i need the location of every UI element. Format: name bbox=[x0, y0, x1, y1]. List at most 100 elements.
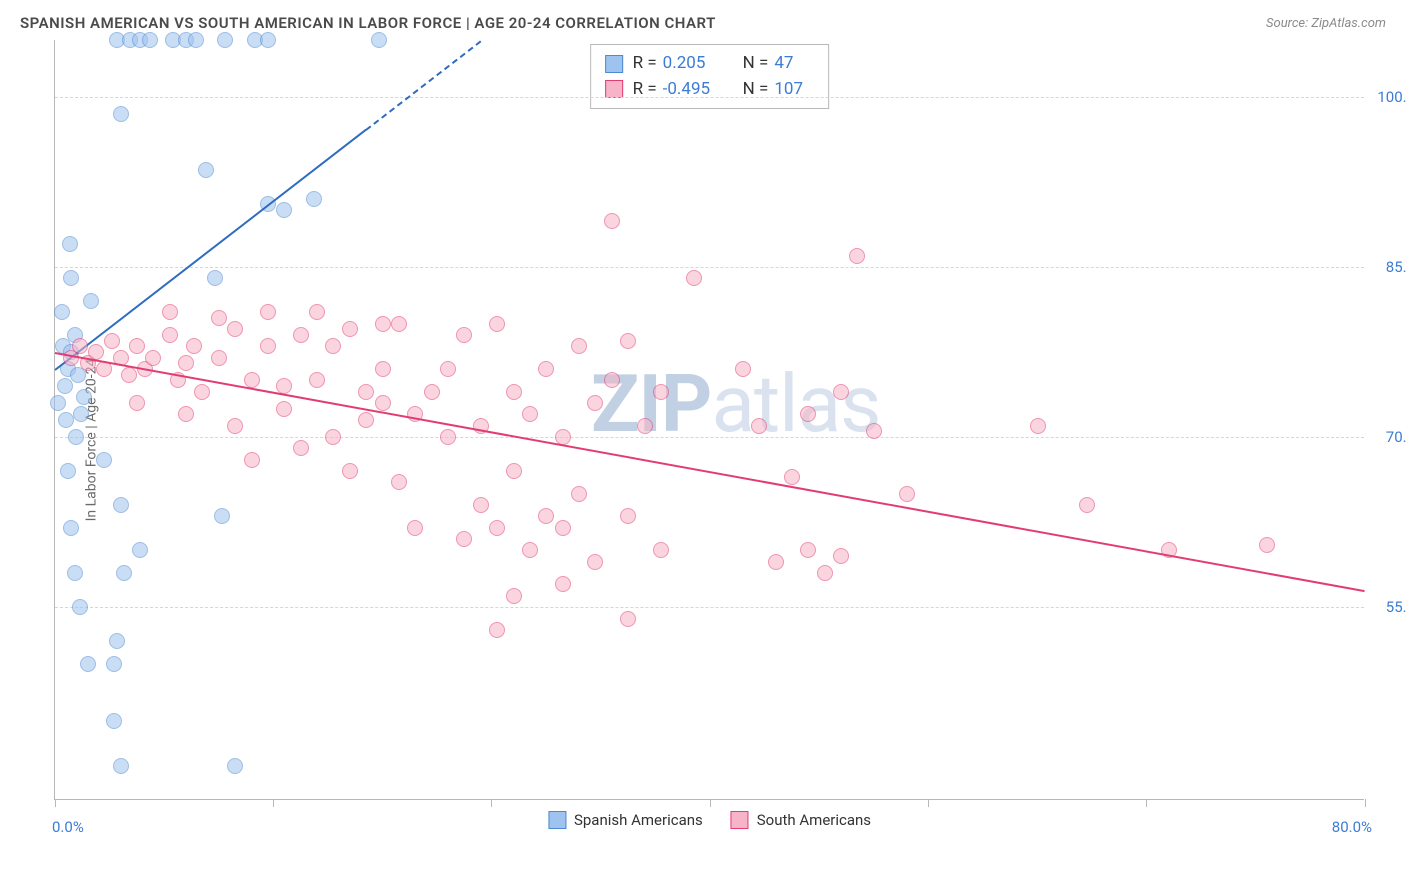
data-point bbox=[1259, 537, 1275, 553]
data-point bbox=[244, 452, 260, 468]
trend-line bbox=[55, 352, 1365, 592]
data-point bbox=[227, 418, 243, 434]
data-point bbox=[800, 542, 816, 558]
data-point bbox=[456, 531, 472, 547]
data-point bbox=[571, 338, 587, 354]
data-point bbox=[342, 463, 358, 479]
data-point bbox=[833, 548, 849, 564]
data-point bbox=[83, 293, 99, 309]
data-point bbox=[899, 486, 915, 502]
data-point bbox=[194, 384, 210, 400]
x-tick bbox=[1146, 799, 1147, 807]
data-point bbox=[162, 304, 178, 320]
data-point bbox=[866, 423, 882, 439]
data-point bbox=[227, 758, 243, 774]
data-point bbox=[113, 106, 129, 122]
data-point bbox=[1079, 497, 1095, 513]
legend-swatch bbox=[731, 811, 749, 829]
data-point bbox=[72, 599, 88, 615]
r-label: R = bbox=[633, 51, 657, 77]
data-point bbox=[522, 542, 538, 558]
data-point bbox=[132, 542, 148, 558]
data-point bbox=[54, 304, 70, 320]
data-point bbox=[620, 333, 636, 349]
y-tick-label: 70.0% bbox=[1386, 428, 1406, 446]
x-min-label: 0.0% bbox=[52, 818, 84, 836]
n-value: 107 bbox=[774, 77, 814, 103]
data-point bbox=[73, 406, 89, 422]
source-label: Source: ZipAtlas.com bbox=[1266, 16, 1386, 31]
gridline bbox=[55, 97, 1364, 98]
plot-area: ZIPatlas R =0.205N =47R =-0.495N =107 Sp… bbox=[54, 40, 1364, 800]
data-point bbox=[306, 191, 322, 207]
data-point bbox=[106, 713, 122, 729]
data-point bbox=[293, 327, 309, 343]
data-point bbox=[371, 32, 387, 48]
legend-item: South Americans bbox=[731, 811, 871, 829]
data-point bbox=[849, 248, 865, 264]
data-point bbox=[260, 304, 276, 320]
x-tick bbox=[1365, 799, 1366, 807]
stats-row: R =0.205N =47 bbox=[605, 51, 815, 77]
data-point bbox=[620, 611, 636, 627]
x-max-label: 80.0% bbox=[1332, 818, 1372, 836]
x-tick bbox=[273, 799, 274, 807]
data-point bbox=[587, 395, 603, 411]
data-point bbox=[178, 406, 194, 422]
data-point bbox=[113, 758, 129, 774]
data-point bbox=[67, 565, 83, 581]
x-tick bbox=[491, 799, 492, 807]
data-point bbox=[178, 355, 194, 371]
data-point bbox=[489, 520, 505, 536]
gridline bbox=[55, 437, 1364, 438]
data-point bbox=[72, 338, 88, 354]
data-point bbox=[207, 270, 223, 286]
x-tick bbox=[928, 799, 929, 807]
data-point bbox=[407, 520, 423, 536]
data-point bbox=[653, 384, 669, 400]
data-point bbox=[260, 338, 276, 354]
data-point bbox=[751, 418, 767, 434]
data-point bbox=[68, 429, 84, 445]
legend-swatch bbox=[548, 811, 566, 829]
data-point bbox=[227, 321, 243, 337]
data-point bbox=[506, 384, 522, 400]
data-point bbox=[587, 554, 603, 570]
data-point bbox=[116, 565, 132, 581]
data-point bbox=[293, 440, 309, 456]
data-point bbox=[768, 554, 784, 570]
data-point bbox=[800, 406, 816, 422]
chart-title: SPANISH AMERICAN VS SOUTH AMERICAN IN LA… bbox=[20, 14, 716, 32]
data-point bbox=[375, 361, 391, 377]
data-point bbox=[555, 520, 571, 536]
n-value: 47 bbox=[774, 51, 814, 77]
data-point bbox=[145, 350, 161, 366]
data-point bbox=[276, 378, 292, 394]
data-point bbox=[104, 333, 120, 349]
data-point bbox=[571, 486, 587, 502]
chart-container: In Labor Force | Age 20-24 ZIPatlas R =0… bbox=[18, 40, 1386, 840]
data-point bbox=[60, 463, 76, 479]
data-point bbox=[325, 338, 341, 354]
data-point bbox=[604, 372, 620, 388]
series-legend: Spanish Americans South Americans bbox=[548, 811, 871, 829]
data-point bbox=[63, 270, 79, 286]
data-point bbox=[538, 361, 554, 377]
data-point bbox=[424, 384, 440, 400]
y-tick-label: 55.0% bbox=[1386, 598, 1406, 616]
data-point bbox=[604, 213, 620, 229]
data-point bbox=[440, 361, 456, 377]
r-label: R = bbox=[633, 77, 657, 103]
data-point bbox=[358, 412, 374, 428]
x-tick bbox=[710, 799, 711, 807]
legend-item: Spanish Americans bbox=[548, 811, 703, 829]
data-point bbox=[62, 236, 78, 252]
data-point bbox=[391, 474, 407, 490]
data-point bbox=[440, 429, 456, 445]
data-point bbox=[58, 412, 74, 428]
data-point bbox=[538, 508, 554, 524]
data-point bbox=[506, 463, 522, 479]
gridline bbox=[55, 607, 1364, 608]
data-point bbox=[620, 508, 636, 524]
data-point bbox=[188, 32, 204, 48]
